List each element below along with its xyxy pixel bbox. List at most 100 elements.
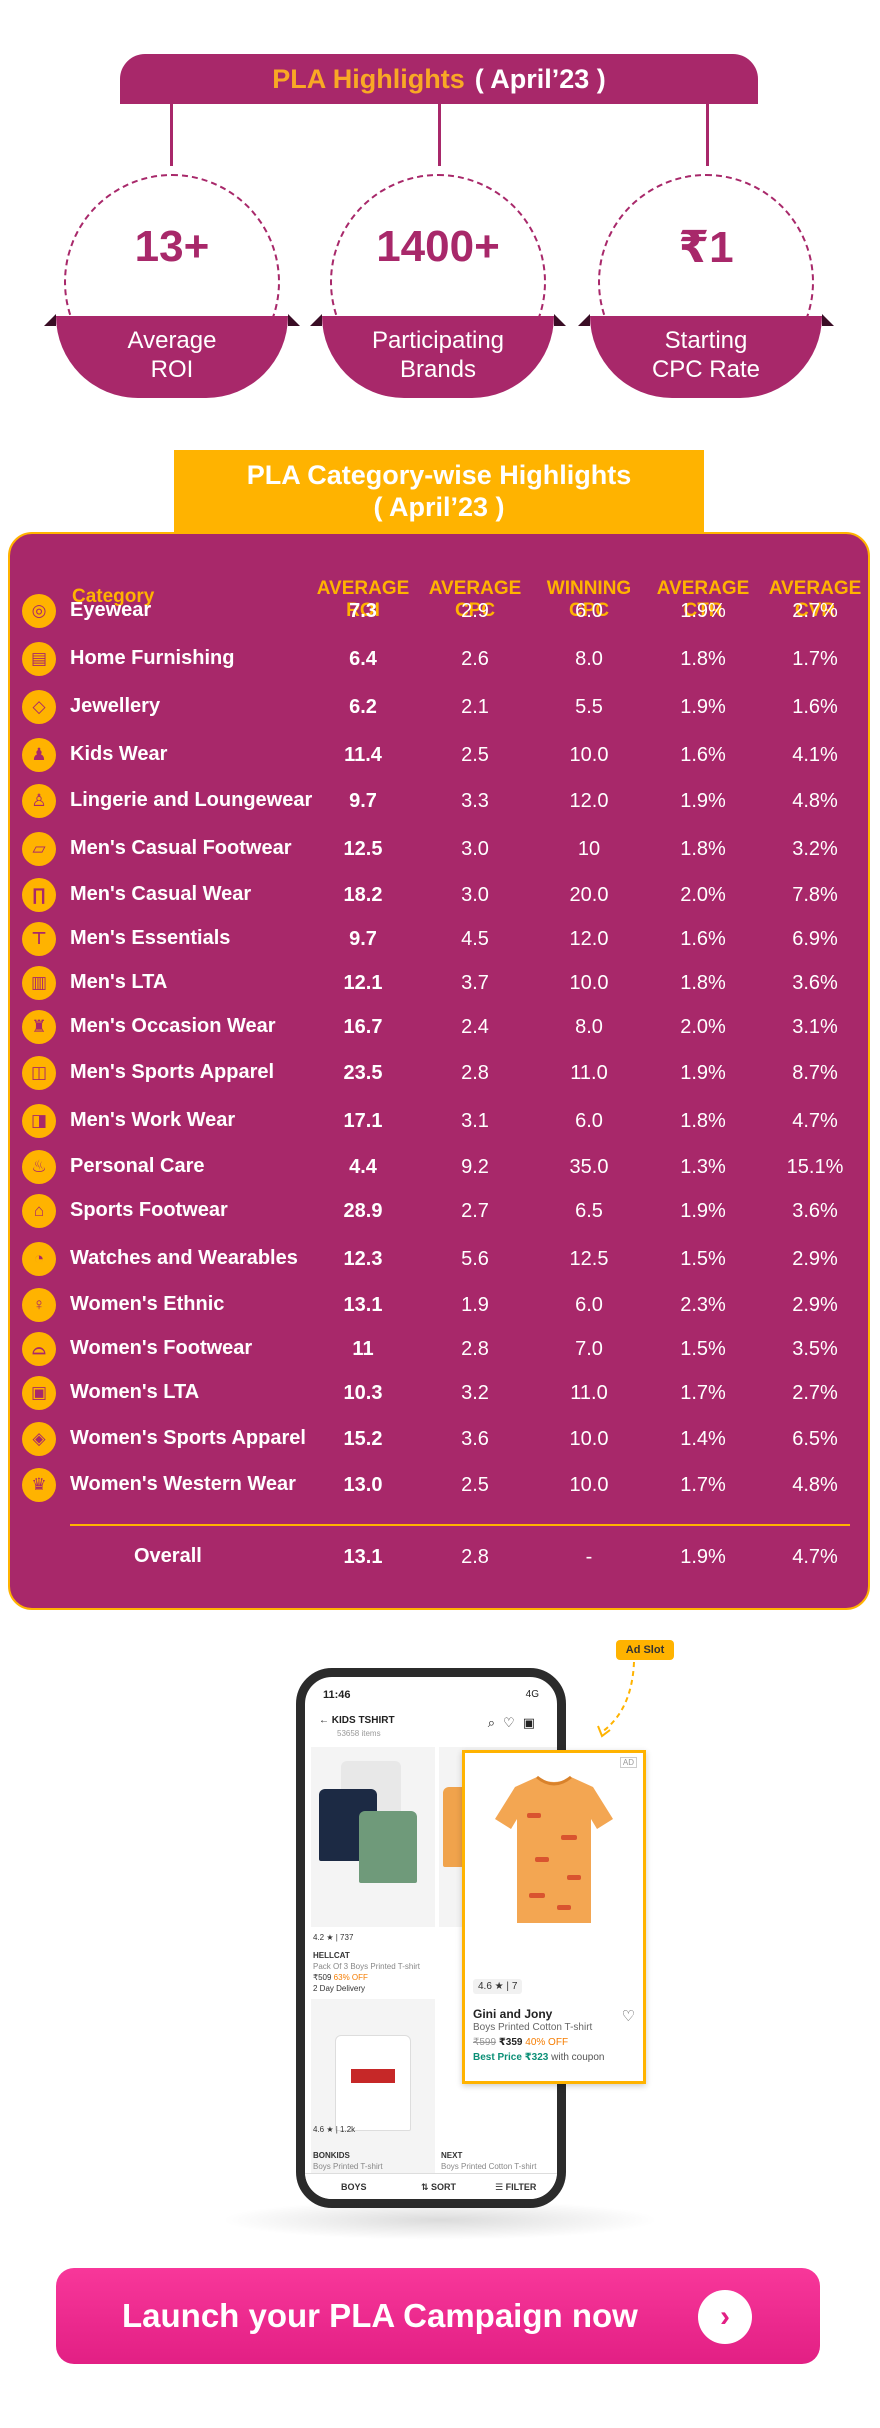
- bottom-bar: BOYS ⇅ SORT ☰ FILTER: [305, 2173, 557, 2199]
- women-sports-icon: ◈: [22, 1422, 56, 1456]
- connector-line: [438, 104, 441, 166]
- header-actions: ⌕♡▣: [488, 1715, 543, 1731]
- tshirt-icon: ⊤: [22, 922, 56, 956]
- overall-cpc: 2.8: [461, 1546, 489, 1568]
- cell-cvr: 6.5%: [792, 1428, 838, 1450]
- category-name: Eyewear: [70, 599, 152, 621]
- category-name: Men's Sports Apparel: [70, 1061, 275, 1083]
- stat-label: Average ROI: [127, 327, 217, 383]
- launch-campaign-button[interactable]: Launch your PLA Campaign now ›: [56, 2268, 820, 2364]
- table-row: ▣ Women's LTA 10.3 3.2 11.0 1.7% 2.7%: [10, 1372, 868, 1412]
- women-western-icon: ♛: [22, 1468, 56, 1502]
- cell-cpc: 2.8: [461, 1062, 489, 1084]
- cell-roi: 10.3: [343, 1382, 383, 1404]
- cell-ctr: 1.7%: [680, 1474, 726, 1496]
- table-row: ∏ Men's Casual Wear 18.2 3.0 20.0 2.0% 7.8%: [10, 874, 868, 914]
- table-row: ◫ Men's Sports Apparel 23.5 2.8 11.0 1.9% 8.7%: [10, 1052, 868, 1092]
- back-icon[interactable]: ←: [319, 1715, 332, 1726]
- cell-cpc: 9.2: [461, 1156, 489, 1178]
- women-footwear-icon: ⌓: [22, 1332, 56, 1366]
- cell-wcpc: 5.5: [575, 696, 603, 718]
- cell-ctr: 1.9%: [680, 1200, 726, 1222]
- wishlist-icon[interactable]: ♡: [621, 2008, 635, 2025]
- cell-cvr: 8.7%: [792, 1062, 838, 1084]
- cell-wcpc: 7.0: [575, 1338, 603, 1360]
- search-icon[interactable]: ⌕: [487, 1715, 504, 1730]
- cell-wcpc: 10.0: [569, 972, 609, 994]
- cell-roi: 12.3: [343, 1248, 383, 1270]
- category-name: Watches and Wearables: [70, 1247, 298, 1269]
- listing-title: ← KIDS TSHIRT: [319, 1715, 395, 1726]
- category-name: Men's Essentials: [70, 927, 231, 949]
- highlights-banner: PLA Highlights ( April’23 ): [120, 54, 758, 104]
- table-row: ◔ Watches and Wearables 12.3 5.6 12.5 1.5% 2.9…: [10, 1238, 868, 1278]
- cell-cpc: 2.8: [461, 1338, 489, 1360]
- ethnic-wear-icon: ♀: [22, 1288, 56, 1322]
- cell-cvr: 1.6%: [792, 696, 838, 718]
- bag-icon[interactable]: ▣: [522, 1715, 543, 1730]
- ad-brand: Gini and Jony: [473, 2007, 553, 2021]
- category-name: Kids Wear: [70, 743, 168, 765]
- category-table: Category AVERAGE ROI AVERAGE CPC WINNING CP…: [8, 532, 870, 1610]
- work-wear-icon: ◨: [22, 1104, 56, 1138]
- cell-cvr: 3.6%: [792, 972, 838, 994]
- category-name: Women's Sports Apparel: [70, 1427, 306, 1449]
- watch-icon: ◔: [22, 1242, 56, 1276]
- cell-ctr: 1.9%: [680, 790, 726, 812]
- cell-roi: 9.7: [349, 928, 377, 950]
- cell-roi: 11: [352, 1338, 374, 1360]
- listing-count: 53658 items: [337, 1729, 381, 1738]
- cell-cpc: 2.9: [461, 600, 489, 622]
- cell-ctr: 1.6%: [680, 744, 726, 766]
- category-name: Home Furnishing: [70, 647, 235, 669]
- table-row: ♜ Men's Occasion Wear 16.7 2.4 8.0 2.0% 3.1%: [10, 1006, 868, 1046]
- product-desc: Pack Of 3 Boys Printed T-shirt: [313, 1962, 421, 1971]
- table-row: ♀ Women's Ethnic 13.1 1.9 6.0 2.3% 2.9%: [10, 1284, 868, 1324]
- category-name: Men's Occasion Wear: [70, 1015, 276, 1037]
- table-row: ▤ Home Furnishing 6.4 2.6 8.0 1.8% 1.7%: [10, 638, 868, 678]
- product-price: ₹509 63% OFF: [313, 1973, 368, 1982]
- category-name: Men's Casual Wear: [70, 883, 252, 905]
- phone-shadow: [220, 2200, 660, 2240]
- cell-ctr: 1.9%: [680, 1062, 726, 1084]
- cell-cpc: 4.5: [461, 928, 489, 950]
- table-row: ▥ Men's LTA 12.1 3.7 10.0 1.8% 3.6%: [10, 962, 868, 1002]
- connector-line: [170, 104, 173, 166]
- cell-cvr: 2.7%: [792, 600, 838, 622]
- category-name: Men's Casual Footwear: [70, 837, 292, 859]
- overall-label: Overall: [134, 1545, 202, 1567]
- cell-cpc: 3.1: [461, 1110, 489, 1132]
- product-image[interactable]: [465, 1753, 643, 1967]
- ad-slot-badge: Ad Slot: [616, 1640, 674, 1660]
- category-name: Sports Footwear: [70, 1199, 228, 1221]
- cell-roi: 12.5: [343, 838, 383, 860]
- cta-label: Launch your PLA Campaign now: [122, 2297, 638, 2334]
- filter-button[interactable]: ☰ FILTER: [495, 2182, 537, 2192]
- product-image[interactable]: [311, 1747, 435, 1927]
- cell-wcpc: 6.0: [575, 1110, 603, 1132]
- cell-wcpc: 8.0: [575, 1016, 603, 1038]
- stat-value: 13+: [134, 222, 210, 271]
- sort-button[interactable]: ⇅ SORT: [421, 2182, 457, 2192]
- cell-cvr: 4.8%: [792, 790, 838, 812]
- header-avg-cvr: AVERAGE CVR: [768, 578, 862, 621]
- cell-cpc: 3.6: [461, 1428, 489, 1450]
- wishlist-icon[interactable]: ♡: [503, 1715, 523, 1730]
- home-furnishing-icon: ▤: [22, 642, 56, 676]
- table-row: ◎ Eyewear 7.3 2.9 6.0 1.9% 2.7%: [10, 590, 868, 630]
- cell-roi: 28.9: [343, 1200, 383, 1222]
- table-row: ◇ Jewellery 6.2 2.1 5.5 1.9% 1.6%: [10, 686, 868, 726]
- product-desc: Boys Printed T-shirt: [313, 2162, 383, 2171]
- category-title-banner: PLA Category-wise Highlights ( April’23 …: [174, 450, 704, 532]
- bottom-bar-boys[interactable]: BOYS: [341, 2182, 367, 2192]
- cell-ctr: 1.6%: [680, 928, 726, 950]
- status-time: 11:46: [323, 1689, 351, 1701]
- cell-roi: 11.4: [344, 744, 382, 766]
- sponsored-product-card[interactable]: AD 4.6 ★ | 7 Gini and Jony ♡ Boys Printe…: [462, 1750, 646, 2084]
- cell-wcpc: 20.0: [569, 884, 609, 906]
- cell-cpc: 2.4: [461, 1016, 489, 1038]
- cell-cvr: 3.1%: [792, 1016, 838, 1038]
- table-row: ♙ Lingerie and Loungewear 9.7 3.3 12.0 1.9% 4.…: [10, 780, 868, 820]
- trousers-icon: ∏: [22, 878, 56, 912]
- product-image[interactable]: [311, 1999, 435, 2175]
